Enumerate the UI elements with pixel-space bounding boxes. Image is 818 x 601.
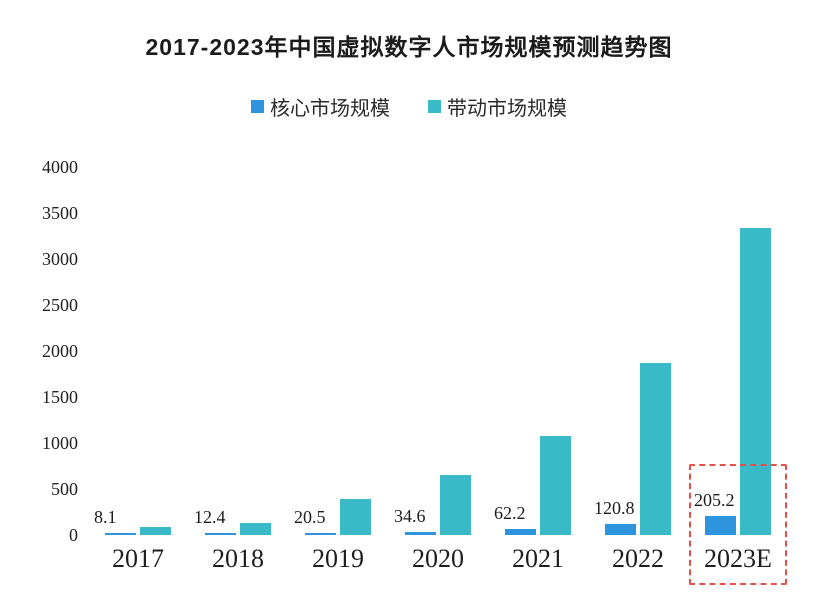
bar-core-2019 — [305, 533, 336, 535]
x-label-2022: 2022 — [612, 544, 664, 573]
x-label-2017: 2017 — [112, 544, 164, 573]
bar-group-2018: 12.4 — [188, 150, 288, 535]
data-label-core-2022: 120.8 — [594, 498, 635, 518]
bar-driven-2017 — [140, 527, 171, 535]
bar-group-2023E: 205.2 — [688, 150, 788, 535]
legend: 核心市场规模 带动市场规模 — [0, 92, 818, 120]
bars-2021 — [505, 436, 571, 535]
data-label-core-2020: 34.6 — [394, 506, 426, 526]
legend-swatch-icon — [428, 99, 441, 113]
bar-core-2023E — [705, 516, 736, 535]
bars-2017 — [105, 527, 171, 535]
data-label-core-2017: 8.1 — [94, 507, 117, 527]
bar-core-2021 — [505, 529, 536, 535]
x-label-2018: 2018 — [212, 544, 264, 573]
bar-driven-2023E — [740, 228, 771, 535]
x-label-2020: 2020 — [412, 544, 464, 573]
x-axis: 2017 2018 2019 2020 2021 2022 2023E — [88, 544, 788, 574]
bar-group-2019: 20.5 — [288, 150, 388, 535]
bar-driven-2020 — [440, 475, 471, 535]
y-tick-label: 3000 — [42, 249, 78, 269]
data-label-core-2021: 62.2 — [494, 503, 526, 523]
bar-driven-2018 — [240, 523, 271, 535]
bar-driven-2021 — [540, 436, 571, 535]
bar-core-2018 — [205, 533, 236, 535]
bar-core-2020 — [405, 532, 436, 535]
legend-item-driven: 带动市场规模 — [428, 92, 567, 121]
y-tick-label: 0 — [69, 525, 78, 545]
data-label-core-2023E: 205.2 — [694, 490, 735, 510]
chart-title: 2017-2023年中国虚拟数字人市场规模预测趋势图 — [145, 34, 673, 60]
data-label-core-2019: 20.5 — [294, 507, 326, 527]
y-tick-label: 1000 — [42, 433, 78, 453]
plot-area: 8.1 12.4 20.5 34.6 62.2 120.8 205.2 — [88, 150, 788, 535]
bar-driven-2022 — [640, 363, 671, 535]
x-label-2023E: 2023E — [704, 544, 772, 573]
y-tick-label: 3500 — [42, 203, 78, 223]
bars-2018 — [205, 523, 271, 535]
bar-core-2022 — [605, 524, 636, 535]
bars-2022 — [605, 363, 671, 535]
y-tick-label: 4000 — [42, 157, 78, 177]
bar-group-2020: 34.6 — [388, 150, 488, 535]
x-label-2019: 2019 — [312, 544, 364, 573]
y-tick-label: 500 — [51, 479, 78, 499]
y-tick-label: 2000 — [42, 341, 78, 361]
bars-2023E — [705, 228, 771, 535]
legend-label: 带动市场规模 — [447, 97, 567, 120]
data-label-core-2018: 12.4 — [194, 507, 226, 527]
bar-group-2021: 62.2 — [488, 150, 588, 535]
legend-label: 核心市场规模 — [270, 97, 390, 120]
bars-2019 — [305, 499, 371, 535]
legend-swatch-icon — [251, 99, 264, 113]
bars-2020 — [405, 475, 471, 535]
bar-group-2017: 8.1 — [88, 150, 188, 535]
bar-driven-2019 — [340, 499, 371, 535]
y-axis: 0 500 1000 1500 2000 2500 3000 3500 4000 — [18, 0, 78, 601]
x-label-2021: 2021 — [512, 544, 564, 573]
y-tick-label: 2500 — [42, 295, 78, 315]
y-tick-label: 1500 — [42, 387, 78, 407]
bar-group-2022: 120.8 — [588, 150, 688, 535]
bar-core-2017 — [105, 533, 136, 535]
legend-item-core: 核心市场规模 — [251, 92, 390, 121]
